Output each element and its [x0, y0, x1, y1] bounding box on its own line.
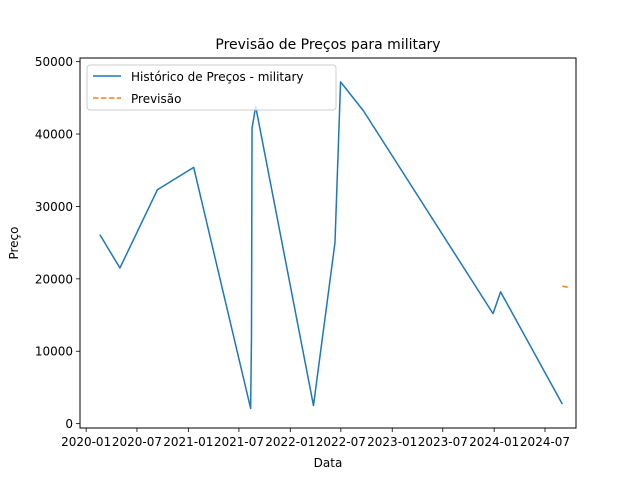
- chart-title: Previsão de Preços para military: [215, 37, 440, 53]
- legend: Histórico de Preços - military Previsão: [86, 64, 337, 111]
- x-tick-label: 2020-01: [61, 435, 111, 449]
- x-tick-label: 2023-07: [418, 435, 468, 449]
- y-tick-label: 50000: [35, 55, 73, 69]
- y-tick-label: 10000: [35, 345, 73, 359]
- y-tick-label: 0: [65, 417, 73, 431]
- y-axis-label: Preço: [7, 226, 21, 259]
- x-tick-label: 2021-07: [214, 435, 264, 449]
- y-tick-label: 30000: [35, 200, 73, 214]
- y-tick-label: 40000: [35, 128, 73, 142]
- legend-box: [86, 64, 337, 111]
- x-tick-label: 2022-01: [265, 435, 315, 449]
- x-tick-label: 2022-07: [316, 435, 366, 449]
- legend-label-forecast: Previsão: [131, 92, 181, 106]
- y-tick-label: 20000: [35, 272, 73, 286]
- x-tick-label: 2024-01: [469, 435, 519, 449]
- x-tick-label: 2021-01: [163, 435, 213, 449]
- x-tick-label: 2020-07: [112, 435, 162, 449]
- x-tick-label: 2023-01: [367, 435, 417, 449]
- y-axis: 0 10000 20000 30000 40000 50000: [35, 55, 80, 431]
- legend-label-history: Histórico de Preços - military: [131, 70, 304, 84]
- series-line-forecast: [562, 285, 570, 289]
- x-tick-label: 2024-07: [520, 435, 570, 449]
- axes-frame: [79, 57, 577, 429]
- x-axis-label: Data: [314, 456, 343, 470]
- x-axis: 2020-01 2020-07 2021-01 2021-07 2022-01 2022-…: [61, 428, 570, 449]
